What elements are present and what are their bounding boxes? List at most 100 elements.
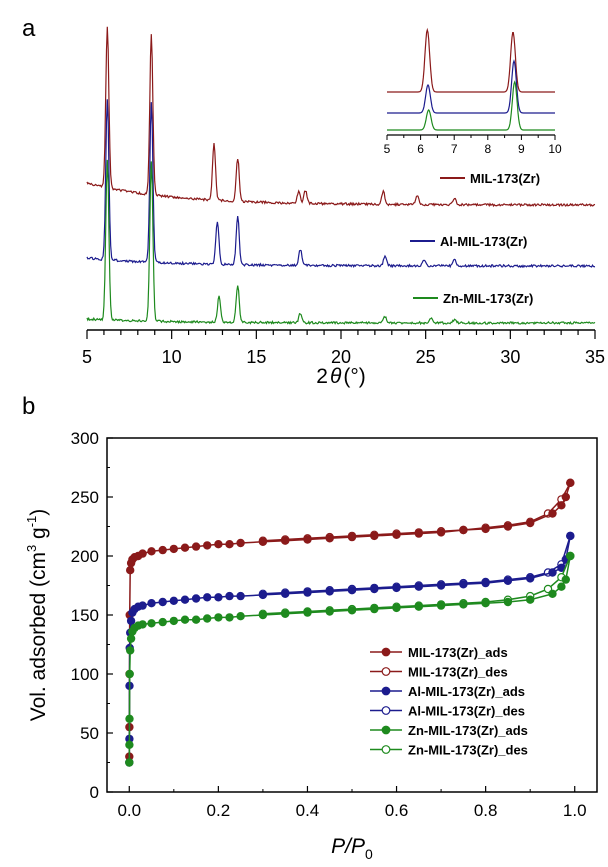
- panel-a-label: a: [22, 15, 36, 42]
- isotherm-point-al-ads: [414, 582, 423, 591]
- isotherm-line-mil-des: [262, 482, 571, 542]
- isotherm-point-mil-ads: [169, 544, 178, 554]
- isotherm-point-zn-ads: [548, 589, 557, 599]
- isotherm-point-al-ads: [347, 586, 357, 595]
- inset-x-tick-label: 5: [384, 142, 391, 156]
- isotherm-point-al-ads: [138, 601, 147, 610]
- isotherm-point-al-ads: [526, 574, 535, 583]
- isotherm-point-zn-ads: [526, 595, 535, 604]
- isotherm-point-mil-ads: [392, 530, 401, 540]
- xrd-legend-label-al: Al-MIL-173(Zr): [440, 234, 527, 249]
- isotherm-y-tick-label: 100: [71, 665, 99, 684]
- isotherm-point-mil-ads: [147, 547, 156, 556]
- isotherm-legend-marker-mil-des: [381, 667, 391, 676]
- isotherm-x-tick-label: 0.6: [385, 801, 409, 820]
- isotherm-legend-label-al-des: Al-MIL-173(Zr)_des: [408, 704, 525, 719]
- isotherm-point-zn-ads: [236, 612, 245, 621]
- isotherm-point-zn-ads: [138, 620, 147, 629]
- isotherm-point-zn-ads: [125, 758, 134, 767]
- isotherm-y-tick-label: 0: [90, 783, 99, 802]
- isotherm-point-mil-ads: [303, 535, 312, 544]
- isotherm-line-al-des: [262, 535, 572, 595]
- inset-x-tick-label: 6: [417, 142, 424, 156]
- xrd-x-axis-title: 2θ(°): [316, 365, 365, 388]
- isotherm-point-zn-ads: [557, 582, 566, 591]
- isotherm-legend-marker-mil-ads: [381, 647, 391, 657]
- xrd-x-tick-label: 25: [416, 347, 436, 367]
- isotherm-y-tick-label: 300: [71, 429, 99, 448]
- isotherm-point-al-ads: [202, 593, 212, 602]
- isotherm-point-zn-ads: [214, 613, 223, 622]
- isotherm-point-al-ads: [225, 591, 234, 601]
- isotherm-y-tick-label: 250: [71, 488, 99, 507]
- isotherm-point-zn-ads: [147, 619, 156, 628]
- isotherm-point-al-ads: [370, 584, 379, 594]
- isotherm-point-al-ads: [503, 576, 513, 586]
- isotherm-point-mil-ads: [214, 540, 223, 549]
- isotherm-y-axis-title: Vol. adsorbed (cm3 g-1): [24, 509, 50, 722]
- xrd-x-tick-label: 10: [162, 347, 182, 367]
- isotherm-legend-label-zn-des: Zn-MIL-173(Zr)_des: [408, 743, 528, 758]
- panel-b-label: b: [22, 393, 35, 420]
- isotherm-point-zn-ads: [436, 601, 446, 610]
- isotherm-point-mil-ads: [202, 541, 212, 550]
- isotherm-point-mil-ads: [481, 524, 490, 534]
- isotherm-x-tick-label: 0.4: [296, 801, 320, 820]
- isotherm-point-zn-ads: [158, 617, 167, 627]
- isotherm-point-mil-ads: [281, 536, 290, 545]
- isotherm-legend-marker-zn-ads: [381, 725, 391, 735]
- isotherm-legend-marker-zn-des: [381, 745, 391, 754]
- isotherm-x-axis-title: P/P0: [331, 835, 373, 862]
- isotherm-point-mil-ads: [325, 534, 334, 543]
- xrd-line-mil: [86, 26, 596, 208]
- isotherm-point-mil-ads: [138, 549, 147, 558]
- isotherm-point-mil-ads: [561, 492, 571, 502]
- panel-b-isotherm-chart: 0 50 100 150 200 250 300 0.0 0.2 0.4 0.6 0.8 1.0 P/P0…: [24, 429, 598, 862]
- isotherm-point-mil-ads: [414, 529, 423, 538]
- panel-a-xrd-chart: MIL-173(Zr) Al-MIL-173(Zr) Zn-MIL-173(Zr) 5…: [82, 26, 605, 388]
- isotherm-point-zn-ads: [347, 606, 357, 615]
- isotherm-point-al-ads: [281, 589, 290, 599]
- inset-line-zn: [387, 80, 555, 131]
- isotherm-point-al-ads: [126, 616, 136, 626]
- isotherm-x-tick-label: 0.8: [474, 801, 498, 820]
- isotherm-point-al-ads: [303, 588, 312, 597]
- isotherm-point-al-ads: [258, 590, 268, 600]
- isotherm-y-tick-label: 150: [71, 606, 99, 625]
- isotherm-point-mil-ads: [370, 531, 379, 541]
- isotherm-y-tick-label: 200: [71, 547, 99, 566]
- isotherm-point-zn-ads: [459, 600, 468, 609]
- isotherm-point-mil-ads: [436, 528, 446, 537]
- isotherm-x-tick-label: 0.0: [117, 801, 141, 820]
- isotherm-point-mil-ads: [526, 518, 535, 528]
- isotherm-point-mil-ads: [258, 537, 268, 547]
- inset-line-mil: [387, 27, 555, 93]
- xrd-line-al: [86, 99, 596, 269]
- isotherm-point-zn-ads: [191, 615, 201, 624]
- isotherm-y-tick-label: 50: [80, 724, 99, 743]
- isotherm-point-zn-ads: [126, 634, 136, 643]
- isotherm-plot-frame: [106, 437, 598, 793]
- isotherm-point-al-ads: [325, 587, 334, 596]
- isotherm-point-zn-ads: [414, 602, 423, 611]
- isotherm-point-zn-ads: [125, 740, 134, 750]
- isotherm-legend-label-al-ads: Al-MIL-173(Zr)_ads: [408, 684, 525, 699]
- isotherm-point-zn-ads: [370, 604, 379, 614]
- isotherm-point-zn-ads: [258, 610, 268, 620]
- isotherm-line-zn-des: [262, 555, 571, 615]
- isotherm-point-al-ads: [191, 594, 201, 603]
- isotherm-x-tick-label: 1.0: [563, 801, 587, 820]
- isotherm-legend-marker-al-ads: [381, 686, 391, 696]
- isotherm-point-mil-ads: [225, 540, 234, 549]
- isotherm-point-al-ads: [180, 595, 190, 604]
- xrd-legend-label-mil: MIL-173(Zr): [470, 171, 540, 186]
- isotherm-point-zn-ads: [281, 609, 290, 619]
- isotherm-point-zn-ads: [325, 607, 334, 616]
- isotherm-x-tick-label: 0.2: [207, 801, 231, 820]
- isotherm-point-al-ads: [436, 581, 446, 590]
- isotherm-legend-label-mil-ads: MIL-173(Zr)_ads: [408, 645, 508, 660]
- xrd-x-tick-label: 15: [246, 347, 266, 367]
- isotherm-point-zn-ads: [180, 615, 190, 624]
- inset-x-tick-label: 7: [451, 142, 458, 156]
